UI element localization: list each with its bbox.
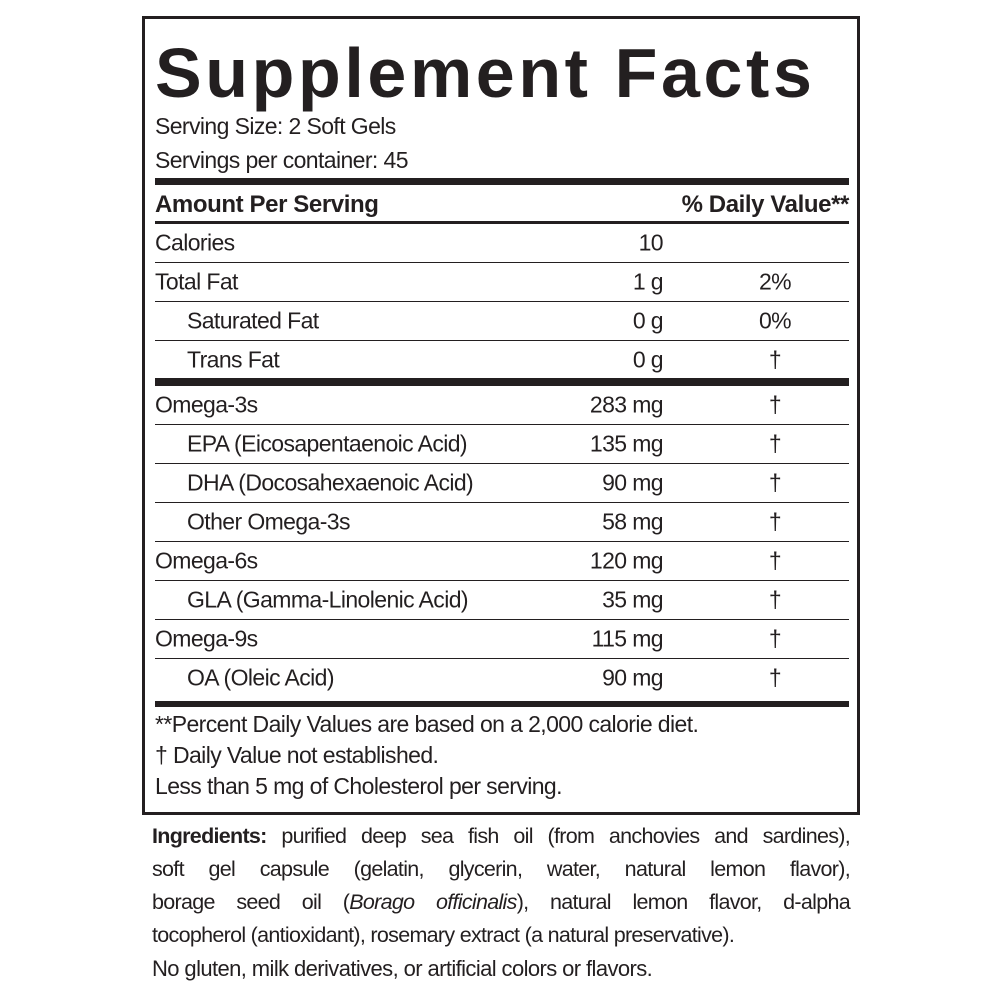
nutrient-row: Omega-6s 120 mg † <box>155 542 849 581</box>
ingredients-line: tocopherol (antioxidant), rosemary extra… <box>152 923 735 947</box>
footnote-cholesterol: Less than 5 mg of Cholesterol per servin… <box>155 773 563 799</box>
ingredients-line: borage seed oil ( <box>152 890 350 914</box>
nutrient-daily-value: † <box>768 469 782 496</box>
nutrient-daily-value: † <box>768 586 782 613</box>
nutrient-amount: 90 mg <box>602 664 664 691</box>
ingredients: Ingredients: purified deep sea fish oil … <box>152 820 851 952</box>
nutrient-name: Omega-9s <box>155 625 258 652</box>
nutrient-daily-value: † <box>768 547 782 574</box>
nutrient-row: DHA (Docosahexaenoic Acid) 90 mg † <box>155 464 849 503</box>
nutrient-daily-value: 0% <box>758 307 792 334</box>
table-header: Amount Per Serving % Daily Value** <box>155 186 849 223</box>
nutrient-amount: 1 g <box>632 268 664 295</box>
divider-thick <box>155 701 849 707</box>
nutrient-daily-value: † <box>768 625 782 652</box>
nutrient-daily-value: † <box>768 664 782 691</box>
footnote-dagger: † Daily Value not established. <box>155 742 439 768</box>
nutrient-amount: 90 mg <box>602 469 664 496</box>
nutrient-amount: 283 mg <box>589 391 664 418</box>
nutrient-row: Calories 10 <box>155 224 849 263</box>
nutrient-row: Omega-9s 115 mg † <box>155 620 849 659</box>
nutrient-group-basic: Calories 10 Total Fat 1 g 2% Saturated Fat 0 g… <box>155 224 849 379</box>
nutrient-name: Saturated Fat <box>187 307 319 334</box>
nutrient-name: OA (Oleic Acid) <box>187 664 335 691</box>
nutrient-name: Omega-3s <box>155 391 258 418</box>
nutrient-daily-value: † <box>768 430 782 457</box>
nutrient-name: Trans Fat <box>187 346 280 373</box>
amount-per-serving-label: Amount Per Serving <box>155 190 379 218</box>
nutrient-amount: 120 mg <box>589 547 664 574</box>
daily-value-label: % Daily Value** <box>681 190 850 218</box>
free-from-statement: No gluten, milk derivatives, or artifici… <box>152 956 653 981</box>
ingredients-line: purified deep sea fish oil (from anchovi… <box>281 824 850 848</box>
nutrient-name: Omega-6s <box>155 547 258 574</box>
nutrient-name: Calories <box>155 229 235 256</box>
nutrient-name: EPA (Eicosapentaenoic Acid) <box>187 430 468 457</box>
divider-thick <box>155 378 849 386</box>
nutrient-name: Total Fat <box>155 268 238 295</box>
nutrient-name: DHA (Docosahexaenoic Acid) <box>187 469 474 496</box>
supplement-facts-panel: Supplement Facts Serving Size: 2 Soft Ge… <box>142 16 860 815</box>
footnote-daily-value: **Percent Daily Values are based on a 2,… <box>155 711 699 737</box>
nutrient-amount: 35 mg <box>602 586 664 613</box>
nutrient-row: OA (Oleic Acid) 90 mg † <box>155 659 849 697</box>
nutrient-amount: 58 mg <box>602 508 664 535</box>
nutrient-daily-value: † <box>768 508 782 535</box>
ingredients-label: Ingredients: <box>152 824 267 848</box>
nutrient-amount: 115 mg <box>591 625 664 652</box>
nutrient-row: Omega-3s 283 mg † <box>155 386 849 425</box>
nutrient-amount: 0 g <box>632 346 664 373</box>
nutrient-name: Other Omega-3s <box>187 508 350 535</box>
servings-per-container: Servings per container: 45 <box>155 147 408 173</box>
nutrient-name: GLA (Gamma-Linolenic Acid) <box>187 586 469 613</box>
nutrient-group-omegas: Omega-3s 283 mg † EPA (Eicosapentaenoic Aci… <box>155 386 849 697</box>
nutrient-row: EPA (Eicosapentaenoic Acid) 135 mg † <box>155 425 849 464</box>
divider-thick <box>155 178 849 185</box>
nutrient-amount: 0 g <box>632 307 664 334</box>
nutrient-row: GLA (Gamma-Linolenic Acid) 35 mg † <box>155 581 849 620</box>
serving-size: Serving Size: 2 Soft Gels <box>155 113 396 139</box>
panel-title: Supplement Facts <box>155 34 816 112</box>
nutrient-daily-value: † <box>768 346 782 373</box>
divider-medium <box>155 221 849 224</box>
ingredients-line: soft gel capsule (gelatin, glycerin, wat… <box>152 857 851 881</box>
nutrient-amount: 10 <box>638 229 664 256</box>
nutrient-amount: 135 mg <box>589 430 664 457</box>
nutrient-row: Total Fat 1 g 2% <box>155 263 849 302</box>
ingredients-line: ), natural lemon flavor, d-alpha <box>516 890 851 914</box>
nutrient-daily-value: 2% <box>758 268 792 295</box>
nutrient-row: Trans Fat 0 g † <box>155 341 849 379</box>
botanical-name: Borago officinalis <box>349 890 517 914</box>
nutrient-row: Other Omega-3s 58 mg † <box>155 503 849 542</box>
nutrient-daily-value: † <box>768 391 782 418</box>
nutrient-row: Saturated Fat 0 g 0% <box>155 302 849 341</box>
